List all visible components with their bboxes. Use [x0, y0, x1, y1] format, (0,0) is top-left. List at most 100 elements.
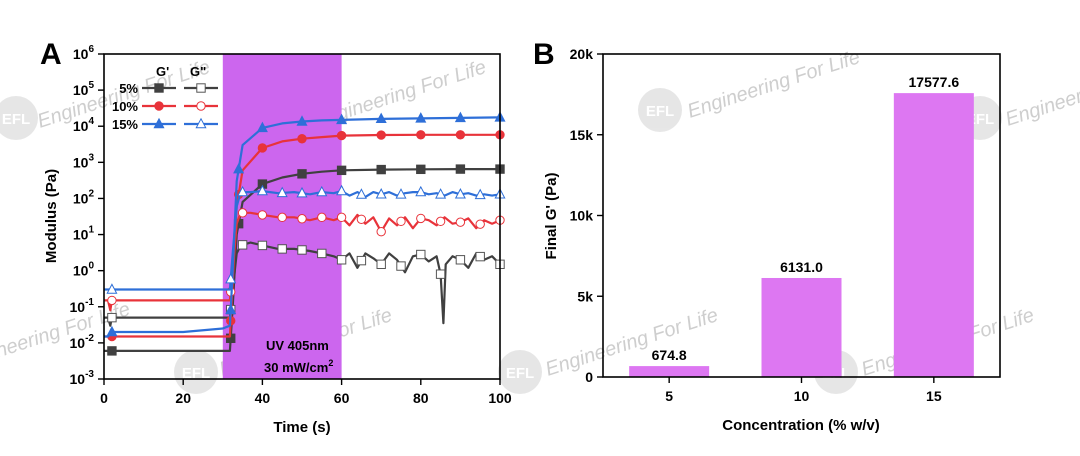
y-tick-label: 10k: [570, 208, 594, 224]
y-tick-label: 105: [73, 80, 95, 98]
panel-b-bars: 674.8 6131.0 17577.6: [629, 74, 974, 377]
bar-value-label: 17577.6: [909, 74, 960, 90]
data-point-marker: [297, 245, 307, 255]
x-tick-label: 0: [100, 390, 108, 406]
uv-annotation-wavelength: UV 405nm: [266, 338, 329, 353]
y-tick-label: 10-1: [70, 297, 95, 315]
uv-annotation-intensity-main: 30 mW/cm: [264, 360, 328, 375]
data-point-marker: [356, 255, 367, 266]
data-point-marker: [296, 115, 308, 126]
data-point-marker: [336, 130, 347, 141]
legend-label-15: 15%: [112, 117, 138, 132]
panel-b-label: B: [533, 38, 555, 71]
data-point-marker: [395, 188, 407, 199]
data-point-marker: [396, 216, 406, 227]
watermark-text: Engineering For Life: [685, 46, 863, 123]
bar-concentration-15: [893, 93, 974, 377]
data-point-marker: [336, 212, 347, 223]
data-point-marker: [416, 130, 426, 140]
legend-label-5: 5%: [119, 81, 138, 96]
data-point-marker: [454, 111, 466, 123]
series-10-g: [104, 130, 505, 342]
data-point-marker: [277, 244, 287, 254]
series-line-5-g: [104, 241, 501, 327]
data-point-marker: [256, 121, 268, 133]
data-point-marker: [475, 219, 485, 229]
data-point-marker: [475, 251, 485, 262]
data-point-marker: [297, 169, 307, 179]
data-point-marker: [455, 255, 466, 265]
x-tick-label: 40: [255, 390, 271, 406]
data-point-marker: [336, 113, 348, 125]
svg-text:EFL: EFL: [2, 111, 30, 128]
x-tick-label: 20: [175, 390, 191, 406]
data-point-marker: [297, 134, 307, 144]
x-tick-label: 100: [488, 390, 512, 406]
data-point-marker: [317, 248, 327, 259]
y-tick-label: 101: [73, 225, 95, 243]
data-point-marker: [416, 249, 426, 260]
y-tick-label: 104: [73, 116, 95, 134]
x-tick-label: 10: [794, 388, 810, 404]
panel-a-y-axis-title: Modulus (Pa): [43, 169, 60, 263]
data-point-marker: [257, 210, 268, 220]
panel-a-x-axis-title: Time (s): [273, 419, 330, 436]
data-point-marker: [415, 112, 427, 123]
series-15-g: [104, 184, 506, 294]
data-point-marker: [435, 216, 446, 227]
watermark-text: Engineering For Life: [1003, 54, 1080, 131]
legend-markers: [142, 83, 218, 129]
data-point-marker: [455, 130, 466, 140]
data-point-marker: [416, 164, 426, 175]
data-point-marker: [455, 217, 466, 227]
data-point-marker: [257, 143, 268, 153]
legend-marker-loss: [195, 117, 207, 129]
legend-marker-storage: [154, 101, 164, 111]
data-point-marker: [356, 214, 367, 224]
data-point-marker: [276, 186, 288, 198]
data-point-marker: [317, 212, 327, 223]
data-point-marker: [376, 259, 386, 270]
panel-b-y-axis: 0 5k 10k 15k 20k: [570, 46, 603, 385]
data-point-marker: [316, 185, 328, 197]
y-tick-label: 103: [73, 152, 95, 170]
bar-value-label: 6131.0: [780, 259, 823, 275]
data-point-marker: [435, 188, 447, 199]
panel-a-y-axis: 10-3 10-2 10-1 100 101 102 103 104 105 106: [70, 44, 104, 387]
data-point-marker: [256, 184, 268, 196]
y-tick-label: 5k: [577, 288, 593, 304]
x-tick-label: 15: [926, 388, 942, 404]
panel-a-x-axis: 0 20 40 60 80 100: [100, 379, 512, 406]
bar-concentration-10: [761, 277, 842, 377]
data-point-marker: [376, 130, 386, 140]
data-point-marker: [474, 188, 486, 200]
data-point-marker: [107, 295, 117, 306]
data-point-marker: [225, 272, 237, 284]
legend-header-storage: G': [156, 64, 169, 79]
data-point-marker: [376, 226, 386, 237]
data-point-marker: [435, 269, 446, 279]
series-line-10-g: [104, 133, 500, 338]
panel-b-x-axis: 5 10 15: [665, 377, 942, 404]
bar-concentration-5: [629, 366, 710, 377]
x-tick-label: 5: [665, 388, 673, 404]
y-tick-label: 10-2: [70, 333, 95, 351]
data-point-marker: [107, 346, 117, 356]
legend-marker-storage: [153, 117, 165, 129]
data-point-marker: [237, 208, 248, 218]
data-point-marker: [107, 312, 117, 323]
data-point-marker: [336, 255, 347, 265]
bar-value-label: 674.8: [652, 347, 687, 363]
data-point-marker: [237, 240, 248, 250]
svg-text:EFL: EFL: [646, 103, 674, 120]
y-tick-label: 20k: [570, 46, 594, 62]
series-15-g: [104, 111, 506, 338]
panel-a-plot-frame: [103, 53, 501, 380]
y-tick-label: 0: [585, 369, 593, 385]
y-tick-label: 106: [73, 44, 95, 62]
data-point-marker: [376, 164, 386, 175]
data-point-marker: [336, 184, 348, 196]
legend-label-10: 10%: [112, 99, 138, 114]
panel-a-label: A: [40, 38, 62, 71]
data-point-marker: [296, 186, 308, 198]
